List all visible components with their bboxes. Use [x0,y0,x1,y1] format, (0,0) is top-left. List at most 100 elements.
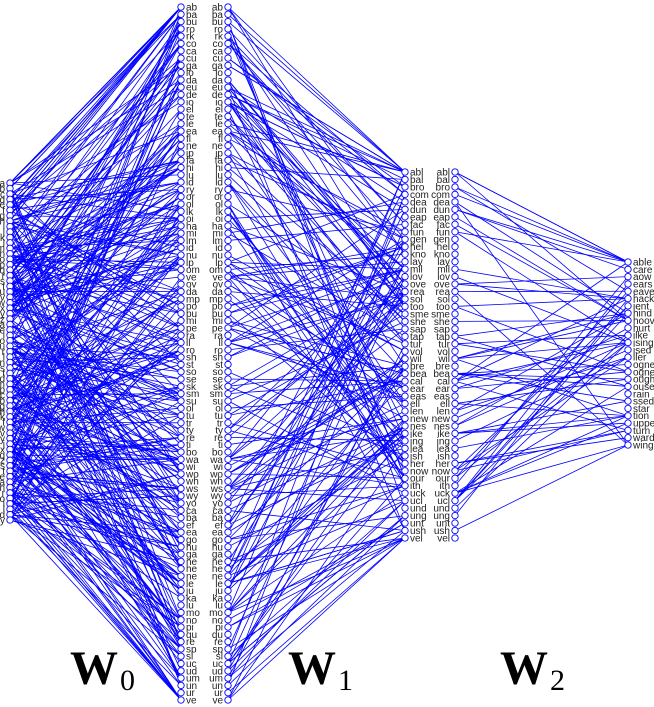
edge-2-35 [454,422,629,494]
node-label-1-in-18: fl [186,134,191,145]
node-1-in-38 [177,280,185,288]
edge-1-15 [227,458,406,487]
edge-0-186 [9,14,182,238]
node-label-2-in-2: bro [410,182,425,193]
edge-0-294 [9,130,182,407]
node-label-1-out-80: ju [214,586,223,597]
node-label-1-out-84: no [212,615,224,626]
edge-0-336 [9,449,182,584]
node-label-2-out-27: bea [433,369,450,380]
node-label-1-in-1: ba [186,10,198,21]
node-1-in-85 [177,623,185,631]
node-1-in-14 [177,105,185,113]
node-1-out-53 [224,389,232,398]
node-2-in-31 [401,399,409,408]
node-1-out-29 [224,214,232,223]
edge-1-198 [227,261,406,389]
node-3-a-4 [624,287,632,295]
node-label-0-a-31: r [2,347,6,358]
edge-0-64 [9,415,182,445]
node-label-0-a-3: d [0,195,5,206]
edge-0-254 [9,349,182,428]
node-label-1-in-52: sk [186,382,197,393]
node-label-2-out-8: fun [436,227,450,238]
edge-2-43 [454,356,629,412]
node-2-out-44 [451,497,459,505]
node-label-1-out-85: pi [215,623,223,634]
node-label-1-out-67: wy [210,491,223,502]
edge-0-232 [9,416,182,628]
node-label-1-in-78: ne [186,571,198,582]
edge-0-335 [9,356,182,431]
node-label-1-out-73: go [212,535,224,546]
node-1-in-6 [177,47,185,55]
node-label-3-a-7: hind [633,309,652,320]
node-label-1-out-88: sp [212,644,223,655]
edge-1-143 [227,194,406,613]
node-label-2-in-28: cal [410,377,423,388]
node-label-3-a-10: ilke [633,331,648,342]
edge-0-108 [9,473,182,515]
edge-1-5 [227,485,406,540]
node-1-out-22 [224,163,232,172]
edge-2-44 [454,208,629,263]
edge-1-46 [227,138,406,404]
node-2-out-2 [451,183,459,191]
node-2-in-27 [401,370,409,378]
node-1-out-14 [224,105,232,113]
edge-0-357 [9,203,182,260]
node-2-in-13 [401,265,409,273]
node-label-1-out-75: ga [212,550,224,561]
edge-1-96 [227,65,406,173]
node-2-out-17 [451,295,459,303]
node-label-3-a-11: ising [633,338,654,349]
edge-0-359 [9,305,182,504]
edge-1-36 [227,35,406,225]
node-2-in-32 [401,407,409,415]
node-label-2-in-19: sme [410,309,429,320]
node-label-1-out-32: lm [212,236,223,247]
caption-w2: W2 [500,642,565,697]
node-1-in-73 [177,535,185,544]
node-1-in-83 [177,608,185,617]
node-1-out-69 [224,506,232,514]
node-1-in-47 [177,346,185,354]
node-label-3-a-24: ward [632,433,654,444]
node-label-0-a-52: s [0,461,5,472]
node-1-out-87 [224,637,232,646]
node-2-out-12 [451,257,459,266]
edge-0-90 [9,130,182,396]
edge-1-185 [227,328,406,351]
node-1-out-45 [224,331,232,339]
node-1-in-2 [177,17,185,26]
node-label-1-out-71: ef [215,520,224,531]
node-label-0-a-41: g [0,401,5,412]
edge-0-239 [9,181,182,260]
node-label-1-out-70: ba [212,513,224,524]
node-label-1-in-68: yo [186,499,197,510]
node-3-a-9 [624,324,632,332]
edge-0-368 [9,329,182,679]
edge-0-349 [9,497,182,621]
node-label-1-out-25: ry [215,185,223,196]
node-label-1-out-57: tr [217,418,224,429]
caption-main: W [500,642,548,695]
node-1-out-8 [224,61,232,70]
edge-0-299 [9,264,182,548]
node-label-1-in-29: oi [186,214,194,225]
node-1-in-42 [177,309,185,318]
node-1-out-61 [224,448,232,456]
node-label-0-a-35: t [2,369,5,380]
node-label-1-in-43: mi [186,316,197,327]
node-label-0-a-37: m [0,380,5,391]
node-label-1-in-26: or [186,192,196,203]
edge-2-67 [454,349,629,427]
node-label-2-in-36: ing [410,436,423,447]
node-label-0-a-9: j [2,227,5,238]
node-2-in-28 [401,377,409,385]
node-1-in-3 [177,25,185,33]
node-label-2-in-34: nes [410,421,426,432]
edge-1-94 [227,254,406,352]
edge-0-364 [9,280,182,620]
edge-0-236 [9,79,182,276]
